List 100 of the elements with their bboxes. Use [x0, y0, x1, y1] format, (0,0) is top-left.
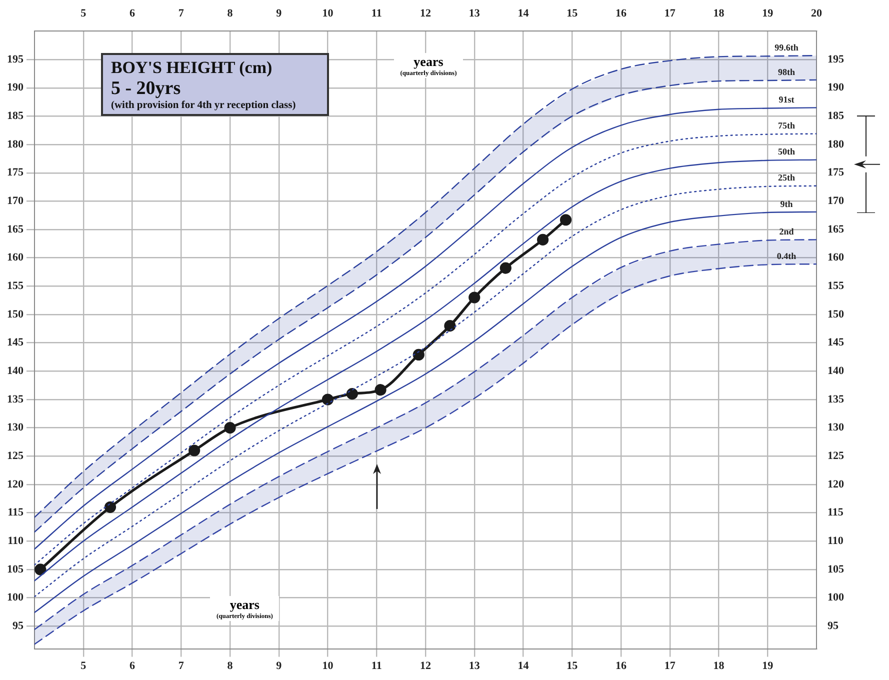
y-tick-label: 115 — [8, 506, 24, 519]
series-label: 0.4th — [776, 250, 796, 261]
x-tick-label: 12 — [420, 660, 432, 672]
x2-tick-label: 7 — [178, 7, 184, 20]
x2-tick-label: 5 — [80, 7, 87, 20]
y-tick-label: 145 — [7, 336, 24, 349]
annotation: years — [412, 54, 444, 70]
y-tick-label: 120 — [7, 478, 24, 490]
y-tick-label: 140 — [7, 365, 24, 378]
y-tick-label: 125 — [7, 450, 24, 462]
y-tick-label: 130 — [7, 422, 24, 434]
y-tick-label: 160 — [7, 252, 24, 264]
series-label: 50th — [778, 146, 796, 157]
point — [104, 501, 116, 513]
series-label: 2nd — [779, 226, 794, 237]
x2-tick-label: 14 — [518, 7, 530, 20]
series-label: 75th — [778, 120, 796, 131]
x-tick-label: 6 — [130, 660, 136, 672]
x-tick-label: 11 — [371, 660, 382, 672]
x-tick-label: 7 — [178, 660, 184, 672]
x2-tick-label: 17 — [664, 7, 676, 20]
y2-tick-label: 195 — [828, 53, 844, 66]
point — [500, 262, 512, 274]
point — [224, 422, 236, 434]
y-tick-label: 110 — [8, 534, 24, 547]
x-tick-label: 18 — [713, 660, 725, 672]
point — [468, 292, 480, 304]
x2-tick-label: 12 — [420, 7, 432, 20]
text: BOY'S HEIGHT (cm) — [110, 58, 274, 78]
point — [322, 394, 334, 406]
text: 5 - 20yrs — [110, 78, 182, 100]
x-tick-label: 19 — [762, 660, 774, 672]
y2-tick-label: 125 — [828, 450, 844, 462]
series-label: 91st — [778, 94, 794, 105]
y-tick-label: 190 — [7, 82, 24, 94]
x2-tick-label: 19 — [762, 7, 774, 20]
x2-tick-label: 13 — [468, 7, 480, 20]
x2-tick-label: 10 — [322, 7, 334, 20]
y2-tick-label: 180 — [828, 138, 844, 150]
y2-tick-label: 100 — [828, 592, 844, 604]
x2-tick-label: 8 — [227, 7, 234, 20]
y2-tick-label: 145 — [828, 336, 844, 349]
y2-tick-label: 140 — [828, 365, 844, 378]
y2-tick-label: 110 — [828, 534, 844, 547]
y-tick-label: 95 — [12, 620, 24, 632]
annotation: (with provision for 4th yr reception class) — [110, 100, 297, 111]
y-tick-label: 195 — [7, 53, 24, 66]
x2-tick-label: 6 — [130, 7, 136, 20]
x-tick-label: 8 — [227, 660, 234, 672]
y-tick-label: 135 — [7, 393, 24, 406]
y-tick-label: 155 — [7, 280, 24, 292]
y2-tick-label: 160 — [828, 252, 844, 264]
x-tick-label: 13 — [468, 660, 480, 672]
point — [346, 388, 358, 400]
point — [412, 348, 424, 361]
y2-tick-label: 120 — [828, 478, 844, 490]
y-tick-label: 180 — [7, 138, 24, 150]
x2-tick-label: 9 — [276, 7, 282, 20]
y-tick-label: 165 — [7, 223, 24, 236]
series-label: 99.6th — [774, 42, 798, 52]
x-tick-label: 14 — [518, 660, 530, 672]
x2-tick-label: 15 — [566, 7, 578, 20]
x-tick-label: 16 — [616, 660, 627, 672]
point — [34, 564, 46, 576]
series-label: 9th — [780, 198, 793, 209]
annotation: years — [228, 597, 260, 614]
point — [444, 320, 456, 332]
x2-tick-label: 18 — [713, 7, 725, 20]
y-tick-label: 105 — [7, 563, 24, 576]
y2-tick-label: 135 — [828, 393, 844, 406]
x-tick-label: 15 — [566, 660, 578, 672]
y-tick-label: 150 — [7, 308, 24, 320]
series-label: 25th — [778, 172, 796, 183]
y-tick-label: 185 — [7, 110, 24, 122]
y2-tick-label: 105 — [828, 563, 844, 576]
y2-tick-label: 150 — [828, 308, 844, 320]
x2-tick-label: 20 — [811, 7, 822, 20]
point — [560, 214, 572, 226]
y2-tick-label: 130 — [828, 422, 844, 434]
y-tick-label: 100 — [7, 592, 24, 604]
x-tick-label: 5 — [80, 660, 87, 672]
series-label: 98th — [778, 66, 796, 77]
y2-tick-label: 170 — [828, 195, 844, 208]
point — [188, 444, 200, 456]
y2-tick-label: 185 — [828, 110, 844, 122]
y-tick-label: 170 — [7, 195, 24, 208]
y2-tick-label: 115 — [828, 506, 844, 519]
x-tick-label: 9 — [276, 660, 282, 672]
y-tick-label: 175 — [7, 166, 24, 179]
x-tick-label: 17 — [664, 660, 676, 672]
y2-tick-label: 95 — [828, 620, 839, 632]
point — [537, 234, 549, 246]
x2-tick-label: 11 — [371, 7, 382, 20]
y2-tick-label: 190 — [828, 82, 844, 94]
y2-tick-label: 175 — [828, 166, 844, 179]
y2-tick-label: 165 — [828, 223, 844, 236]
x2-tick-label: 16 — [616, 7, 627, 20]
y2-tick-label: 155 — [828, 280, 844, 292]
point — [374, 384, 386, 396]
x-tick-label: 10 — [322, 660, 334, 672]
